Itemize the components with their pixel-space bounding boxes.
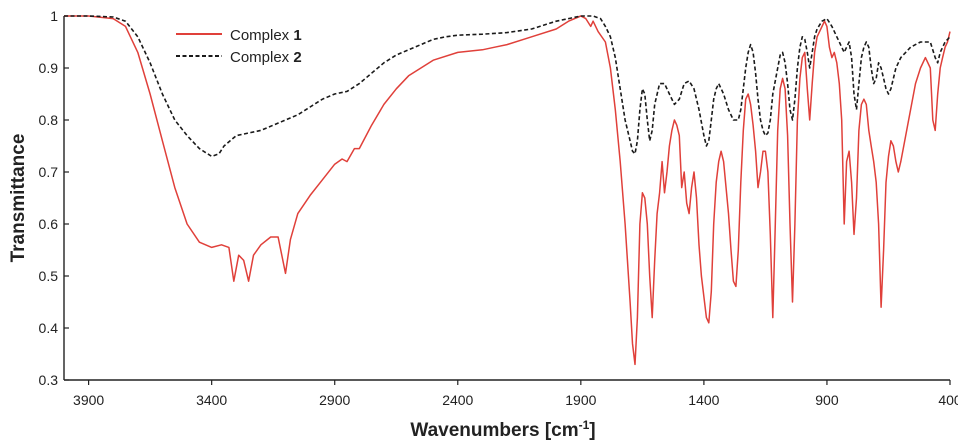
legend-label-complex-2: Complex 2 [230,49,302,66]
y-tick-label: 0.4 [39,320,59,336]
x-tick-label: 3400 [196,392,227,408]
x-tick-label: 2400 [442,392,473,408]
x-axis-label-main: Wavenumbers [cm [410,420,578,441]
x-tick-label: 2900 [319,392,350,408]
y-tick-label: 0.3 [39,372,59,388]
x-tick-label: 1400 [688,392,719,408]
y-tick-label: 1 [50,8,58,24]
legend-label-complex-1-prefix: Complex [230,27,293,44]
x-ticks: 3900 3400 2900 2400 1900 1400 900 400 [73,380,958,408]
axes [63,16,950,381]
y-tick-label: 0.8 [39,112,59,128]
series-line-complex-1 [64,15,951,366]
x-tick-label: 1900 [565,392,596,408]
series-group [64,15,951,366]
y-tick-label: 0.7 [39,164,59,180]
y-tick-label: 0.5 [39,268,59,284]
x-tick-label: 3900 [73,392,104,408]
y-tick-label: 0.6 [39,216,59,232]
x-axis-label: Wavenumbers [cm-1] [410,418,595,441]
y-axis-label: Transmittance [8,134,29,263]
legend-label-complex-1-number: 1 [293,27,301,44]
y-tick-label: 0.9 [39,60,59,76]
x-tick-label: 900 [815,392,839,408]
series-line-complex-2 [64,15,951,158]
legend-label-complex-1: Complex 1 [230,27,302,44]
legend-label-complex-2-prefix: Complex [230,49,293,66]
y-ticks: 1 0.9 0.8 0.7 0.6 0.5 0.4 0.3 [39,8,69,388]
x-axis-label-superscript: -1 [579,418,590,432]
legend: Complex 1 Complex 2 [176,27,302,66]
legend-label-complex-2-number: 2 [293,49,301,66]
x-tick-label: 400 [938,392,958,408]
x-axis-label-suffix: ] [589,420,595,441]
